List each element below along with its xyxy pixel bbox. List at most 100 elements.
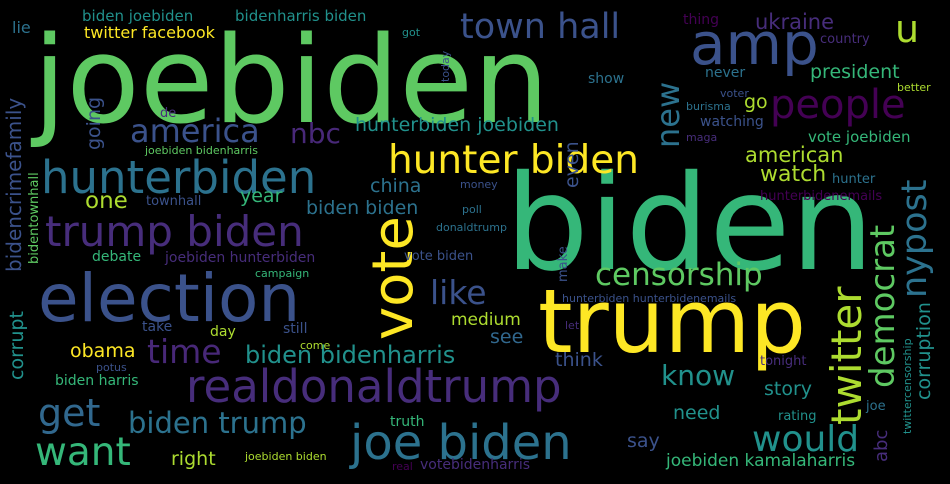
word-biden-bidenharris: biden bidenharris	[245, 341, 456, 369]
word-show: show	[588, 71, 625, 87]
word-hunter: hunter	[832, 172, 876, 187]
word-day: day	[210, 324, 236, 340]
word-china: china	[370, 175, 422, 197]
word-one: one	[85, 188, 128, 214]
word-voter: voter	[720, 87, 749, 100]
word-burisma: burisma	[686, 100, 731, 113]
word-america: america	[130, 112, 260, 150]
word-trump-biden: trump biden	[45, 207, 304, 256]
word-de: de	[160, 106, 177, 121]
word-think: think	[555, 349, 603, 371]
word-going: going	[83, 96, 105, 150]
word-lie: lie	[12, 18, 31, 37]
word-bidenharris-biden: bidenharris biden	[235, 7, 367, 25]
word-people: people	[770, 82, 906, 128]
word-time: time	[147, 332, 222, 371]
word-townhall: townhall	[146, 194, 202, 209]
word-want: want	[35, 430, 131, 475]
word-thing: thing	[683, 12, 720, 28]
word-country: country	[820, 32, 870, 47]
word-go: go	[744, 91, 768, 113]
word-joebiden-hunterbiden: joebiden hunterbiden	[165, 250, 316, 266]
word-joe-biden: joe biden	[350, 415, 572, 471]
word-bidencrimefamily: bidencrimefamily	[2, 97, 26, 272]
word-get: get	[38, 391, 101, 435]
word-censorship: censorship	[595, 257, 763, 293]
word-american: american	[745, 143, 844, 167]
word-know: know	[661, 359, 735, 392]
word-biden-joebiden: biden joebiden	[82, 7, 194, 25]
word-joebiden-kamalaharris: joebiden kamalaharris	[666, 451, 856, 471]
word-president: president	[810, 61, 900, 83]
word-watching: watching	[700, 114, 764, 130]
word-trump: trump	[538, 270, 807, 373]
word-donaldtrump: donaldtrump	[436, 221, 507, 234]
word-hunter-biden: hunter biden	[388, 138, 639, 183]
word-abc: abc	[871, 429, 892, 462]
word-make: make	[556, 246, 571, 282]
word-nypost: nypost	[895, 179, 935, 298]
word-biden: biden	[505, 147, 875, 301]
word-watch: watch	[760, 162, 827, 187]
word-maga: maga	[686, 131, 718, 144]
word-u: u	[895, 7, 920, 51]
word-hunterbiden-joebiden: hunterbiden joebiden	[355, 114, 559, 136]
word-twittercensorship: twittercensorship	[901, 338, 914, 434]
word-corrupt: corrupt	[6, 311, 28, 380]
word-story: story	[764, 378, 813, 400]
word-vote-biden: vote biden	[404, 249, 474, 264]
word-democrat: democrat	[863, 224, 903, 388]
word-ukraine: ukraine	[755, 10, 835, 34]
word-like: like	[430, 273, 487, 312]
word-vote-joebiden: vote joebiden	[808, 128, 911, 146]
word-money: money	[460, 178, 498, 191]
word-election: election	[38, 260, 301, 337]
word-got: got	[402, 26, 421, 39]
word-better: better	[897, 81, 931, 94]
word-see: see	[490, 326, 524, 348]
word-say: say	[627, 430, 660, 452]
word-would: would	[752, 419, 860, 460]
word-biden-trump: biden trump	[128, 406, 307, 440]
word-amp: amp	[690, 10, 819, 78]
word-year: year	[240, 185, 283, 207]
word-corruption: corruption	[913, 302, 935, 400]
word-still: still	[283, 321, 308, 337]
word-even: even	[561, 141, 583, 188]
word-right: right	[171, 448, 216, 470]
word-town-hall: town hall	[460, 7, 621, 47]
word-never: never	[705, 65, 746, 81]
word-poll: poll	[462, 203, 482, 216]
word-today: today	[439, 50, 452, 82]
word-bidentownhall: bidentownhall	[27, 172, 42, 264]
word-biden-harris: biden harris	[55, 373, 139, 389]
word-joe: joe	[866, 399, 886, 414]
word-let: let	[565, 319, 580, 332]
word-twitter: twitter	[822, 286, 871, 425]
word-realdonaldtrump: realdonaldtrump	[186, 360, 562, 413]
word-medium: medium	[451, 310, 521, 330]
word-joebiden: joebiden	[33, 12, 550, 151]
word-votebidenharris: votebidenharris	[420, 457, 531, 473]
word-twitter-facebook: twitter facebook	[84, 23, 215, 42]
word-biden-biden: biden biden	[306, 197, 419, 219]
word-tonight: tonight	[760, 354, 807, 369]
word-hunterbidenemails: hunterbidenemails	[760, 189, 883, 204]
word-take: take	[142, 319, 173, 335]
word-truth: truth	[390, 414, 425, 430]
word-need: need	[673, 402, 721, 424]
word-vote: vote	[361, 216, 426, 340]
word-new: new	[649, 81, 687, 148]
word-potus: potus	[96, 361, 127, 374]
word-debate: debate	[92, 249, 142, 265]
word-rating: rating	[778, 409, 817, 424]
word-joebiden-bidenharris: joebiden bidenharris	[145, 144, 258, 157]
word-real: real	[392, 460, 413, 473]
word-obama: obama	[70, 340, 136, 362]
word-nbc: nbc	[290, 117, 341, 150]
word-come: come	[300, 339, 331, 352]
word-hunterbiden: hunterbiden	[41, 151, 317, 204]
word-joebiden-biden: joebiden biden	[245, 450, 327, 463]
word-hunterbiden-hunterbidenemails: hunterbiden hunterbidenemails	[562, 292, 737, 305]
